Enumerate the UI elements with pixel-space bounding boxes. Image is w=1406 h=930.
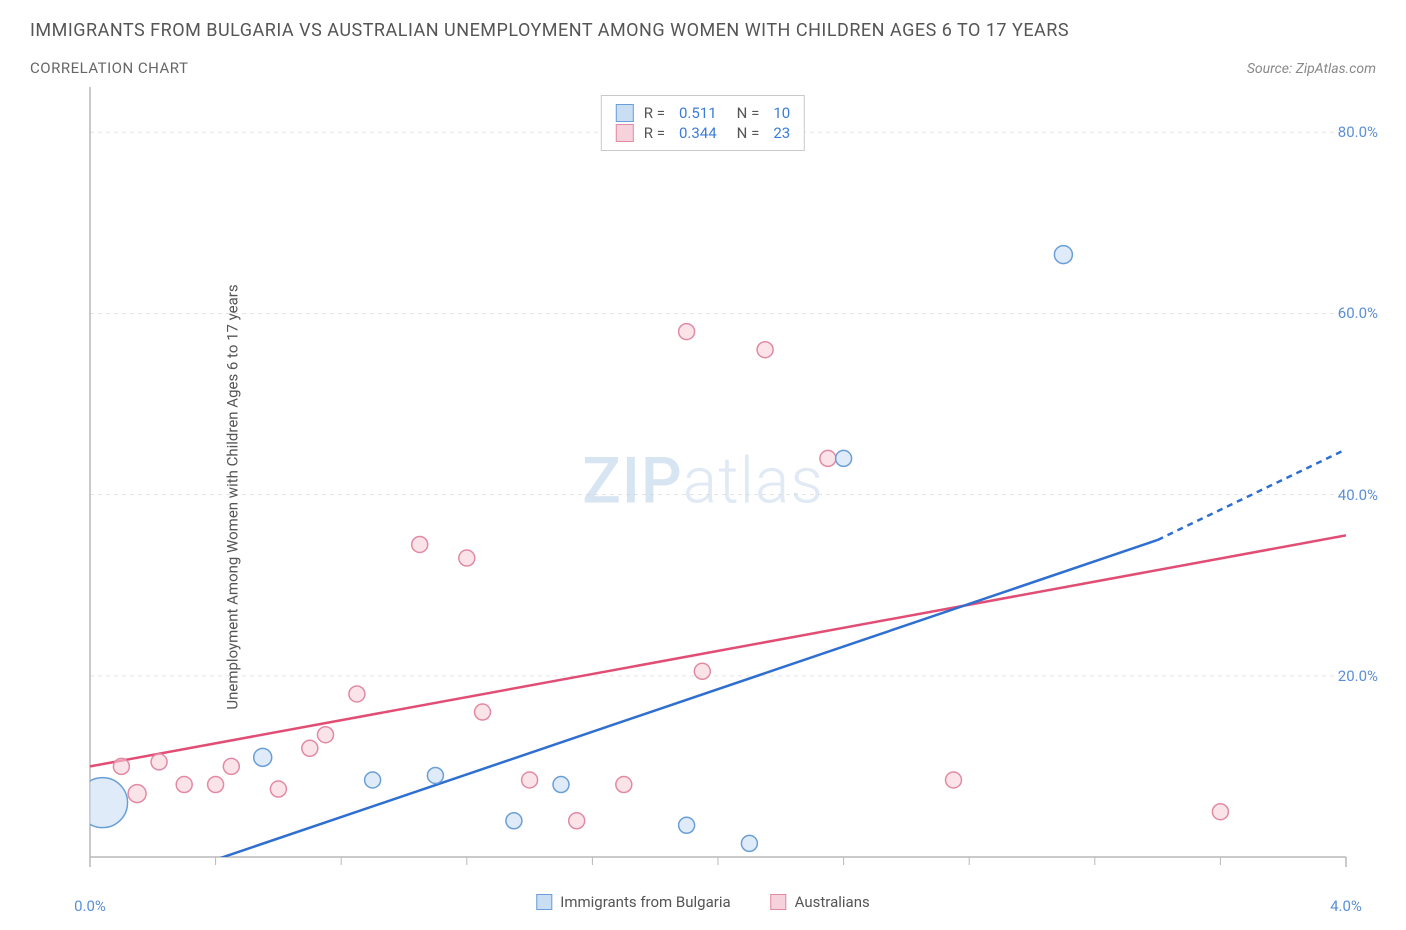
n-label-1: N =	[737, 104, 760, 122]
chart-subtitle: CORRELATION CHART	[30, 59, 188, 77]
n-value-1: 10	[773, 104, 790, 122]
correlation-legend: R = 0.511 N = 10 R = 0.344 N = 23	[601, 95, 805, 151]
n-label-2: N =	[737, 124, 760, 142]
source-attribution: Source: ZipAtlas.com	[1247, 61, 1376, 77]
y-tick-label: 40.0%	[1338, 486, 1378, 504]
legend-bottom-swatch-1	[536, 894, 552, 910]
legend-row-series-1: R = 0.511 N = 10	[616, 104, 790, 122]
y-tick-label: 60.0%	[1338, 304, 1378, 322]
n-value-2: 23	[773, 124, 790, 142]
r-label-1: R =	[644, 104, 665, 122]
subtitle-row: CORRELATION CHART Source: ZipAtlas.com	[30, 59, 1376, 77]
series-legend: Immigrants from Bulgaria Australians	[536, 893, 869, 911]
legend-swatch-1	[616, 104, 634, 122]
r-value-2: 0.344	[679, 124, 717, 142]
y-axis-label: Unemployment Among Women with Children A…	[224, 284, 242, 709]
legend-swatch-2	[616, 124, 634, 142]
legend-item-2: Australians	[771, 893, 870, 911]
r-value-1: 0.511	[679, 104, 717, 122]
r-label-2: R =	[644, 124, 665, 142]
x-tick-label: 4.0%	[1330, 897, 1362, 915]
legend-bottom-label-2: Australians	[795, 893, 870, 911]
y-tick-label: 80.0%	[1338, 123, 1378, 141]
source-name: ZipAtlas.com	[1296, 61, 1376, 77]
x-tick-label: 0.0%	[74, 897, 106, 915]
chart-title: IMMIGRANTS FROM BULGARIA VS AUSTRALIAN U…	[30, 20, 1376, 41]
chart-container: Unemployment Among Women with Children A…	[30, 87, 1376, 907]
y-tick-label: 20.0%	[1338, 667, 1378, 685]
legend-item-1: Immigrants from Bulgaria	[536, 893, 730, 911]
legend-row-series-2: R = 0.344 N = 23	[616, 124, 790, 142]
legend-bottom-swatch-2	[771, 894, 787, 910]
source-label: Source:	[1247, 61, 1292, 77]
legend-bottom-label-1: Immigrants from Bulgaria	[560, 893, 730, 911]
